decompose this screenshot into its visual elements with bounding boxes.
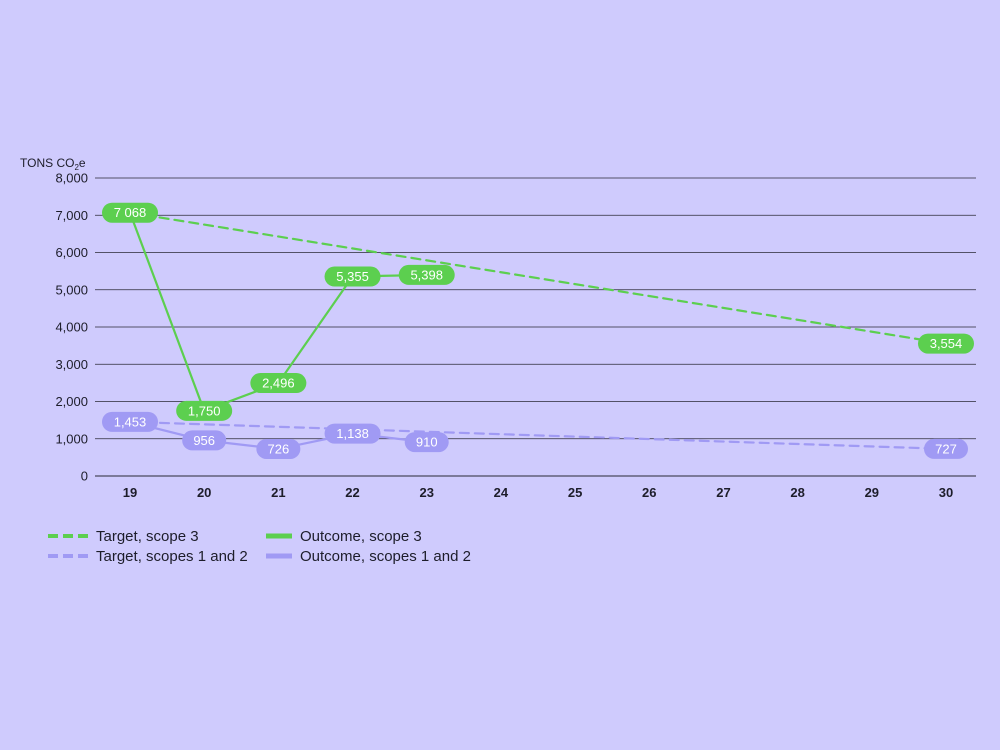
x-tick-label: 19 (123, 485, 137, 500)
x-tick-label: 23 (419, 485, 433, 500)
x-tick-label: 21 (271, 485, 285, 500)
y-tick-label: 6,000 (55, 245, 88, 260)
y-axis-title: TONS CO2e (20, 156, 86, 172)
y-tick-label: 0 (81, 469, 88, 484)
legend-swatch-solid-purple (266, 553, 292, 559)
data-label-text: 2,496 (262, 376, 295, 391)
y-tick-label: 8,000 (55, 171, 88, 186)
data-label-text: 5,355 (336, 269, 369, 284)
data-label-text: 7 068 (114, 205, 147, 220)
legend-item-outcome-scope3: Outcome, scope 3 (266, 526, 506, 546)
data-label-text: 956 (193, 433, 215, 448)
y-tick-label: 1,000 (55, 431, 88, 446)
data-label-text: 727 (935, 441, 957, 456)
x-tick-label: 29 (865, 485, 879, 500)
legend-label: Outcome, scopes 1 and 2 (300, 547, 471, 565)
data-label-pill (250, 373, 307, 394)
y-tick-label: 5,000 (55, 282, 88, 297)
data-label-pill (918, 333, 974, 354)
data-label-text: 726 (268, 441, 290, 456)
tick-layer: 0 1,000 2,000 3,000 4,000 5,000 6,000 7,000 8,00… (55, 171, 953, 501)
x-tick-label: 22 (345, 485, 359, 500)
data-label-text: 1,453 (114, 414, 147, 429)
x-tick-label: 20 (197, 485, 211, 500)
legend-swatch-dashed-purple (48, 554, 88, 558)
data-label: 1,138 (324, 423, 381, 444)
data-label-pill (924, 438, 968, 459)
legend-swatch-solid-green (266, 533, 292, 539)
data-label: 1,453 (102, 411, 158, 432)
data-label-pill (404, 432, 449, 453)
data-label-pill (398, 264, 455, 285)
x-tick-label: 28 (790, 485, 804, 500)
x-tick-label: 24 (494, 485, 509, 500)
data-label: 7 068 (102, 202, 158, 223)
data-label: 727 (924, 438, 968, 459)
data-label-pill (324, 423, 381, 444)
data-label: 3,554 (918, 333, 974, 354)
grid-layer (95, 177, 976, 477)
series-layer (128, 211, 948, 451)
data-label: 5,398 (398, 264, 455, 285)
data-label: 956 (182, 430, 227, 451)
y-tick-label: 3,000 (55, 357, 88, 372)
x-tick-label: 27 (716, 485, 730, 500)
data-label-pill (102, 202, 158, 223)
x-tick-label: 26 (642, 485, 656, 500)
data-label-pill (102, 411, 158, 432)
data-label: 1,750 (176, 400, 233, 421)
series-line-target-scopes-1-and-2 (128, 420, 948, 451)
data-label-pill (176, 400, 233, 421)
data-label-pill (182, 430, 227, 451)
y-tick-label: 7,000 (55, 208, 88, 223)
data-label-pill (324, 266, 381, 287)
legend-item-target-scope3: Target, scope 3 (48, 526, 266, 546)
data-label-text: 3,554 (930, 336, 963, 351)
data-label: 726 (256, 438, 301, 459)
data-label: 5,355 (324, 266, 381, 287)
legend: Target, scope 3 Outcome, scope 3 Target,… (48, 526, 506, 566)
data-label-text: 1,138 (336, 426, 369, 441)
legend-label: Target, scope 3 (96, 527, 199, 545)
y-tick-label: 2,000 (55, 394, 88, 409)
legend-item-target-scope12: Target, scopes 1 and 2 (48, 546, 266, 566)
legend-swatch-dashed-green (48, 534, 88, 538)
legend-label: Target, scopes 1 and 2 (96, 547, 248, 565)
data-label-text: 1,750 (188, 403, 221, 418)
legend-label: Outcome, scope 3 (300, 527, 422, 545)
series-line-target-scope-3 (128, 211, 948, 345)
x-tick-label: 30 (939, 485, 953, 500)
y-tick-label: 4,000 (55, 320, 88, 335)
data-label-text: 910 (416, 435, 438, 450)
x-tick-label: 25 (568, 485, 582, 500)
legend-item-outcome-scope12: Outcome, scopes 1 and 2 (266, 546, 506, 566)
data-label-text: 5,398 (410, 267, 443, 282)
data-label-layer: 7 068 1,750 2,496 5,355 5,398 3,554 1,453 956 72… (102, 202, 974, 459)
data-label-pill (256, 438, 301, 459)
data-label: 910 (404, 432, 449, 453)
data-label: 2,496 (250, 373, 307, 394)
